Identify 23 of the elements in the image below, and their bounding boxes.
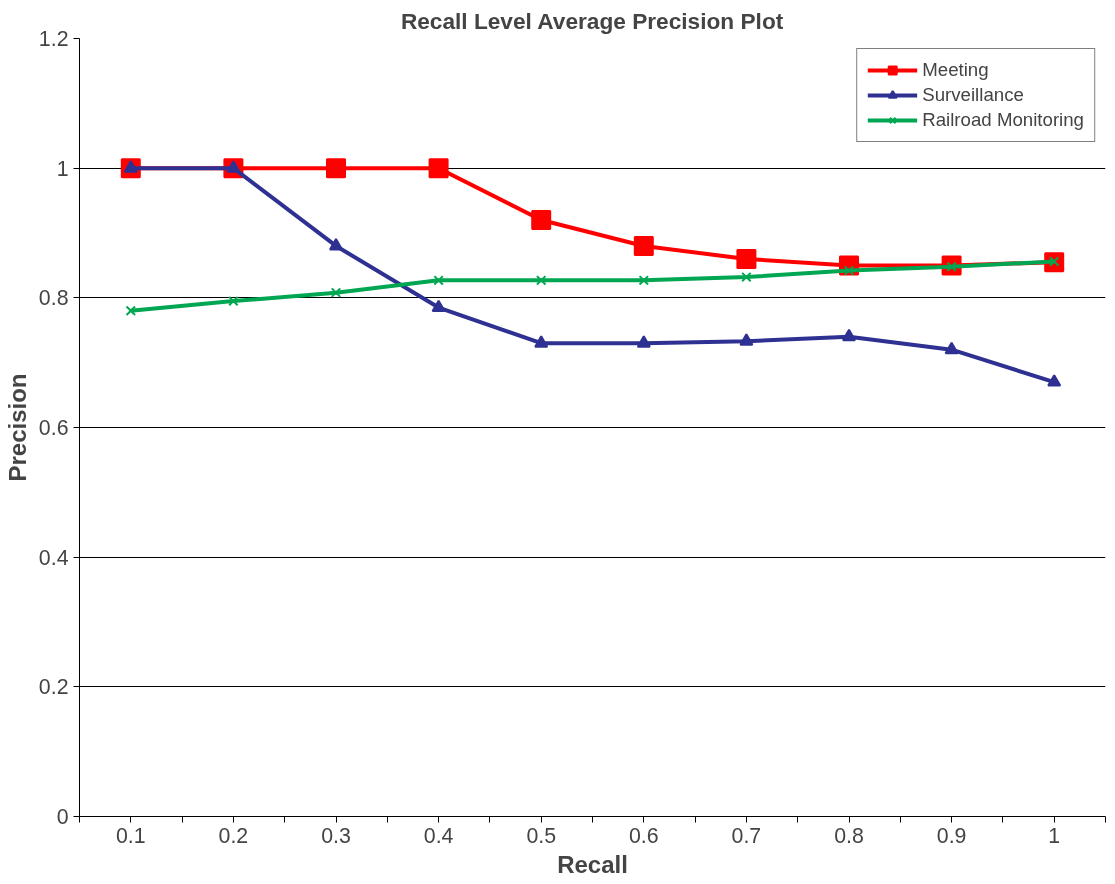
y-tick-label: 1: [56, 156, 69, 181]
x-tick-label: 0.1: [115, 823, 146, 848]
y-tick-label: 0.6: [38, 416, 69, 440]
y-tick-label: 1.2: [38, 27, 69, 51]
x-tick-label: 0.7: [731, 823, 762, 848]
x-tick-label: 0.5: [526, 823, 557, 848]
x-tick-label: 0.3: [321, 823, 351, 848]
x-tick-label: 0.6: [628, 823, 659, 848]
x-axis-title: Recall: [557, 850, 628, 878]
legend-label: Meeting: [922, 59, 989, 81]
x-tick-label: 0.9: [936, 823, 967, 848]
y-axis-title: Precision: [3, 373, 31, 482]
x-tick-label: 0.2: [218, 823, 249, 848]
y-tick-label: 0.8: [38, 286, 69, 311]
chart-title: Recall Level Average Precision Plot: [400, 7, 784, 34]
legend-label: Railroad Monitoring: [922, 109, 1084, 131]
y-tick-label: 0.2: [38, 675, 69, 700]
x-tick-label: 0.4: [423, 823, 454, 848]
legend-label: Surveillance: [922, 84, 1024, 106]
x-tick-label: 0.8: [834, 823, 864, 848]
y-tick-label: 0: [56, 805, 69, 829]
x-tick-label: 1: [1048, 823, 1061, 848]
y-tick-label: 0.4: [38, 545, 69, 570]
